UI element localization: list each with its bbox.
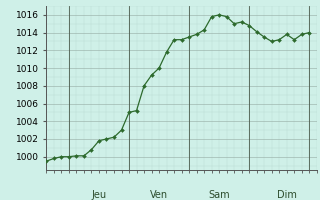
Text: Jeu: Jeu [92,190,107,200]
Text: Sam: Sam [208,190,230,200]
Text: Ven: Ven [150,190,168,200]
Text: Dim: Dim [277,190,297,200]
